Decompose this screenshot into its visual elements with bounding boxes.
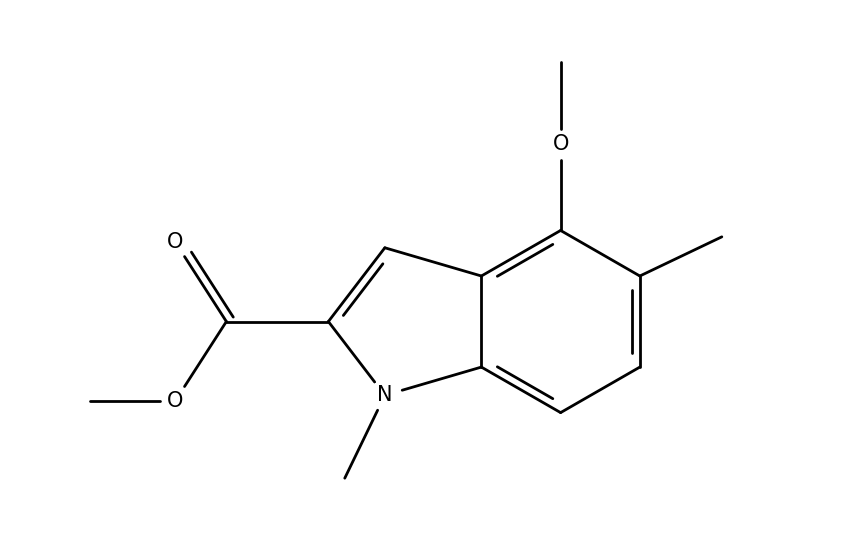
Text: O: O	[167, 232, 183, 252]
Text: N: N	[377, 385, 393, 405]
Text: O: O	[167, 391, 183, 411]
Text: O: O	[552, 134, 569, 154]
